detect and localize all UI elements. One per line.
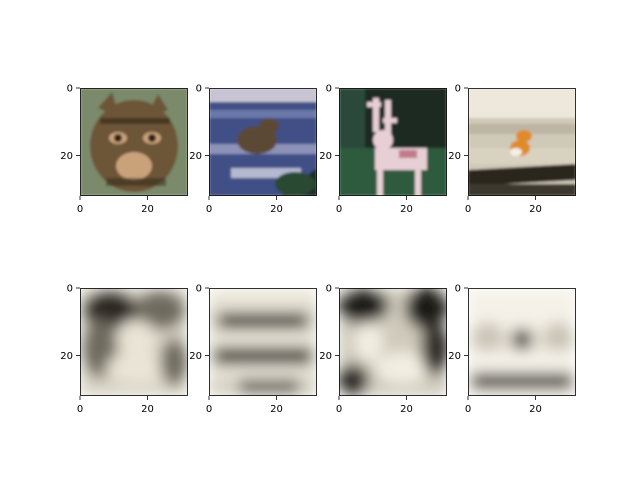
y-tick-label: 0 bbox=[196, 84, 202, 95]
x-tick-label: 20 bbox=[400, 404, 413, 415]
x-tick-label: 20 bbox=[270, 204, 283, 215]
reconstructed-image bbox=[209, 288, 317, 396]
image-panel-1-4: 0 20 0 20 bbox=[448, 84, 576, 215]
y-tick-label: 0 bbox=[67, 284, 73, 295]
y-tick-label: 20 bbox=[448, 151, 461, 162]
x-tick-label: 0 bbox=[336, 404, 342, 415]
axes-frame bbox=[209, 88, 317, 196]
x-tick-label: 20 bbox=[270, 404, 283, 415]
x-tick-label: 0 bbox=[465, 204, 471, 215]
y-tick-label: 20 bbox=[319, 151, 332, 162]
image-panel-1-1: 0 20 0 20 bbox=[60, 84, 188, 215]
axes-frame bbox=[80, 288, 188, 396]
y-tick-label: 20 bbox=[448, 351, 461, 362]
x-tick-label: 20 bbox=[141, 204, 154, 215]
reconstructed-image bbox=[468, 288, 576, 396]
image-panel-2-1: 0 20 0 20 bbox=[60, 284, 188, 415]
axes-frame bbox=[339, 288, 447, 396]
y-tick-label: 0 bbox=[67, 84, 73, 95]
x-tick-label: 20 bbox=[400, 204, 413, 215]
input-image bbox=[339, 88, 447, 196]
y-tick-label: 20 bbox=[60, 151, 73, 162]
y-tick-label: 0 bbox=[455, 84, 461, 95]
reconstructed-image bbox=[339, 288, 447, 396]
y-tick-label: 20 bbox=[60, 351, 73, 362]
input-image bbox=[468, 88, 576, 196]
image-panel-1-3: 0 20 0 20 bbox=[319, 84, 447, 215]
x-tick-label: 20 bbox=[529, 404, 542, 415]
y-tick-label: 20 bbox=[319, 351, 332, 362]
image-panel-1-2: 0 20 0 20 bbox=[189, 84, 317, 215]
image-panel-2-3: 0 20 0 20 bbox=[319, 284, 447, 415]
axes-frame bbox=[468, 288, 576, 396]
input-image bbox=[80, 88, 188, 196]
axes-frame bbox=[209, 288, 317, 396]
x-tick-label: 20 bbox=[529, 204, 542, 215]
axes-frame bbox=[468, 88, 576, 196]
x-tick-label: 0 bbox=[77, 404, 83, 415]
reconstructed-image bbox=[80, 288, 188, 396]
y-tick-label: 0 bbox=[326, 84, 332, 95]
y-tick-label: 0 bbox=[196, 284, 202, 295]
x-tick-label: 20 bbox=[141, 404, 154, 415]
input-image bbox=[209, 88, 317, 196]
x-tick-label: 0 bbox=[465, 404, 471, 415]
axes-frame bbox=[339, 88, 447, 196]
x-tick-label: 0 bbox=[77, 204, 83, 215]
x-tick-label: 0 bbox=[206, 404, 212, 415]
x-tick-label: 0 bbox=[336, 204, 342, 215]
image-panel-2-2: 0 20 0 20 bbox=[189, 284, 317, 415]
y-tick-label: 0 bbox=[326, 284, 332, 295]
image-panel-2-4: 0 20 0 20 bbox=[448, 284, 576, 415]
y-tick-label: 20 bbox=[189, 151, 202, 162]
x-tick-label: 0 bbox=[206, 204, 212, 215]
axes-frame bbox=[80, 88, 188, 196]
y-tick-label: 0 bbox=[455, 284, 461, 295]
y-tick-label: 20 bbox=[189, 351, 202, 362]
